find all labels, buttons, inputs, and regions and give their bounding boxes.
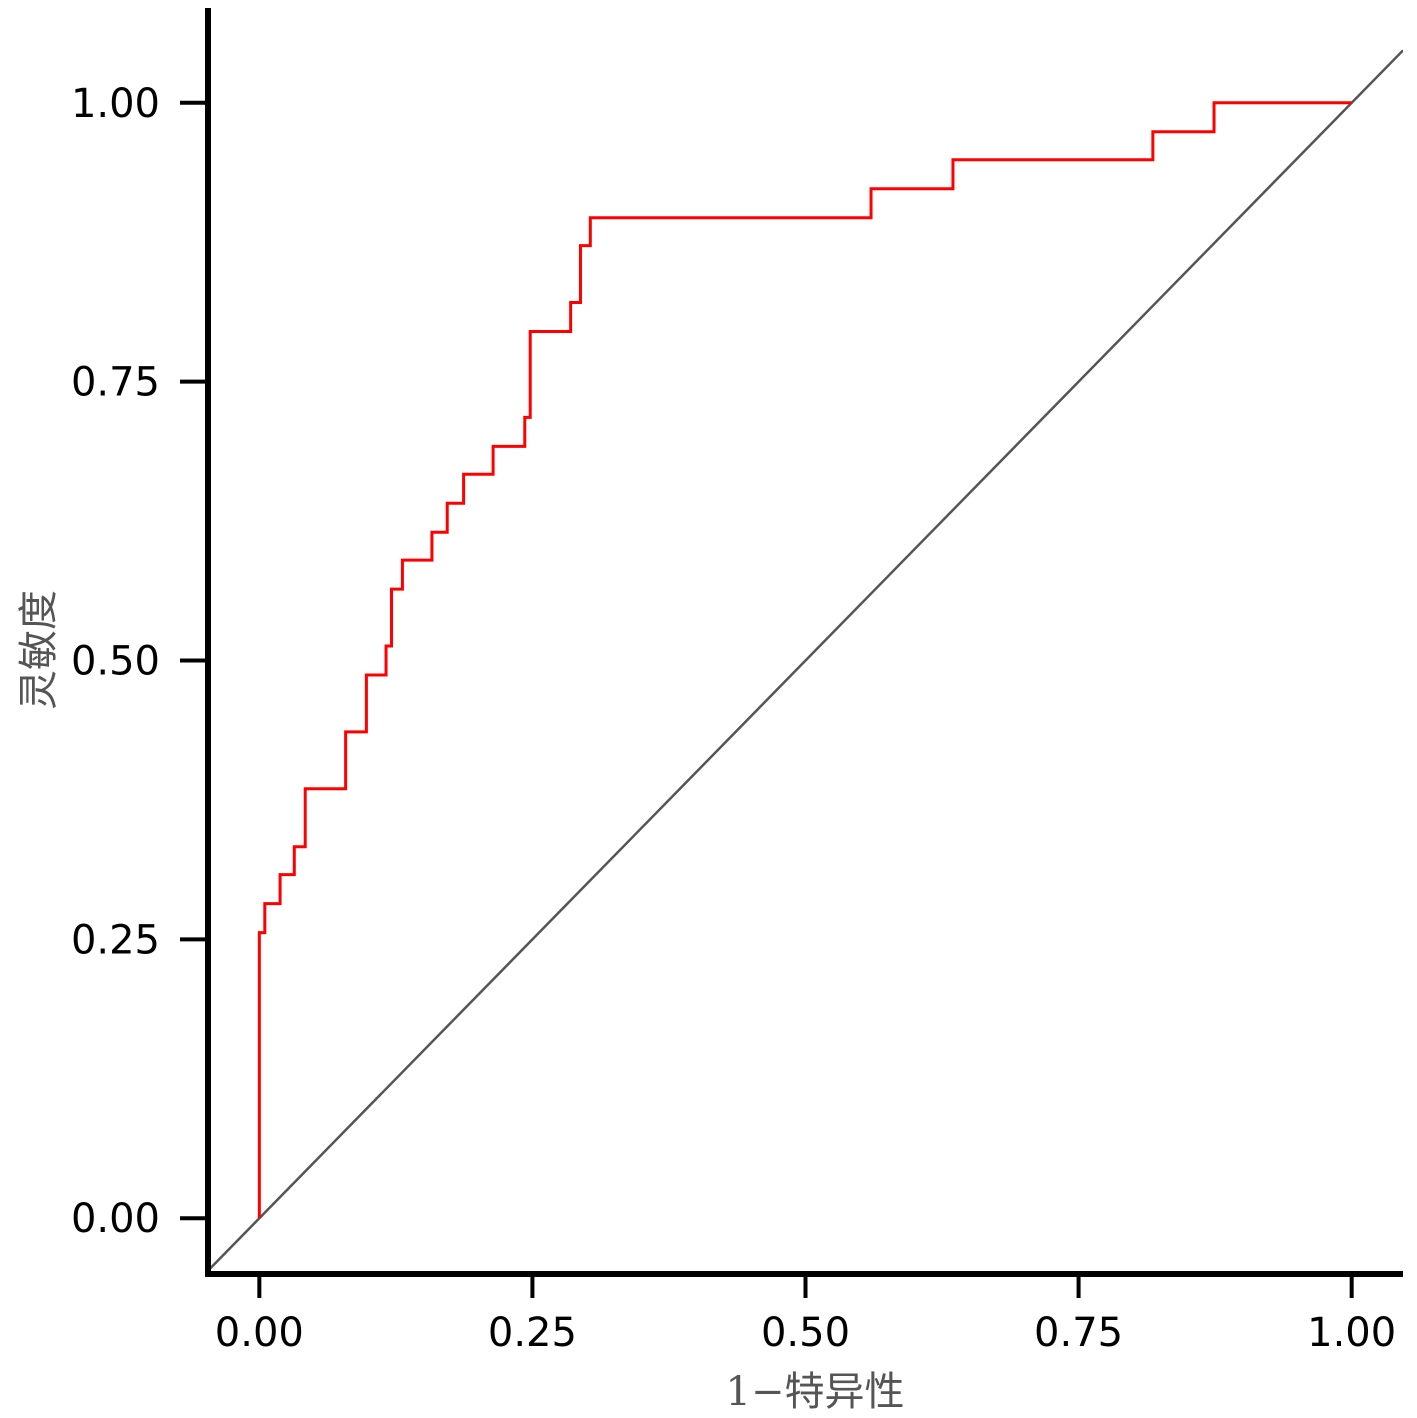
y-tick-label: 1.00 <box>71 81 160 127</box>
x-axis-title: 1−特异性 <box>726 1369 905 1415</box>
reference-diagonal-line <box>208 49 1403 1272</box>
y-tick-label: 0.25 <box>71 917 160 963</box>
x-tick-label: 0.00 <box>215 1310 304 1356</box>
x-tick-label: 0.75 <box>1034 1310 1123 1356</box>
y-tick-label: 0.00 <box>71 1196 160 1242</box>
x-tick-label: 0.50 <box>761 1310 850 1356</box>
y-axis-title: 灵敏度 <box>16 590 62 710</box>
x-tick-label: 1.00 <box>1307 1310 1396 1356</box>
y-tick-label: 0.50 <box>71 639 160 685</box>
y-tick-label: 0.75 <box>71 360 160 406</box>
roc-curve-line <box>257 101 1352 1219</box>
x-tick-label: 0.25 <box>488 1310 577 1356</box>
